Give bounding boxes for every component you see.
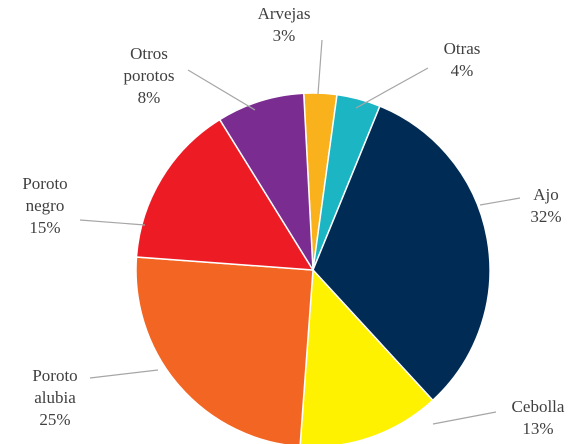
leader-line (89, 369, 159, 379)
value-label: 15% (29, 218, 61, 237)
pie-slice (312, 105, 491, 402)
pie-slice (218, 92, 314, 271)
value-label: 13% (522, 419, 554, 438)
slice-label: Otras 4% (444, 38, 481, 82)
value-label: 8% (137, 88, 161, 107)
leader-line (479, 197, 521, 206)
value-label: 3% (272, 26, 296, 45)
slice-label: Poroto alubia 25% (32, 365, 77, 431)
category-label: Poroto negro (22, 174, 68, 215)
pie-slice (135, 256, 314, 444)
category-label: Arvejas (257, 4, 311, 23)
slice-label: Cebolla 13% (512, 396, 565, 440)
leader-line (317, 39, 323, 95)
slice-label: Poroto negro 15% (22, 173, 67, 239)
category-label: Otras (443, 39, 481, 58)
value-label: 32% (530, 207, 562, 226)
leader-line (79, 219, 146, 226)
leader-line (187, 69, 256, 111)
category-label: Otros porotos (123, 44, 175, 85)
leader-line (355, 67, 429, 109)
category-label: Ajo (533, 185, 559, 204)
slice-label: Ajo 32% (530, 184, 561, 228)
category-label: Poroto alubia (32, 366, 78, 407)
value-label: 25% (39, 410, 71, 429)
pie-slice (299, 268, 434, 444)
leader-line (432, 411, 497, 425)
pie-slice (135, 118, 315, 271)
slice-label: Arvejas 3% (258, 3, 311, 47)
value-label: 4% (450, 61, 474, 80)
slice-label: Otros porotos 8% (124, 43, 175, 109)
category-label: Cebolla (511, 397, 565, 416)
